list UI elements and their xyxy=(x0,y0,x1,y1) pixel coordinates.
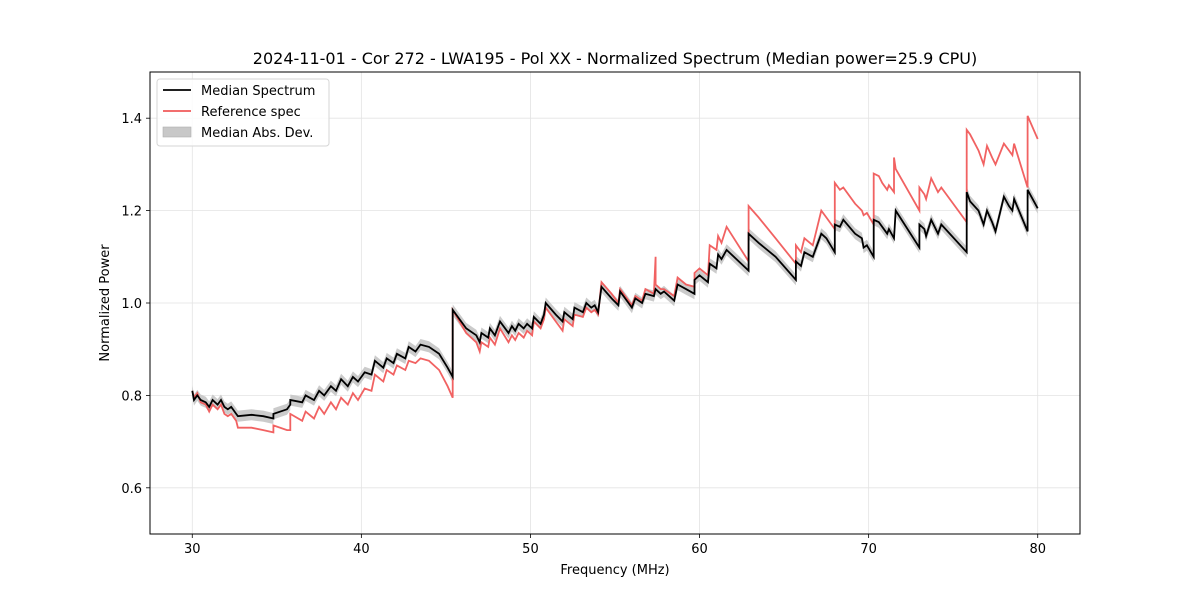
chart-title: 2024-11-01 - Cor 272 - LWA195 - Pol XX -… xyxy=(253,49,977,68)
median-spectrum-line xyxy=(191,189,1039,420)
mad-band xyxy=(192,184,1038,424)
y-tick-label: 1.0 xyxy=(121,297,142,312)
y-tick-label: 1.2 xyxy=(121,205,142,220)
legend-mad-swatch xyxy=(162,126,192,138)
x-axis: 30 40 50 60 70 80 xyxy=(184,534,1046,557)
legend-reference-label: Reference spec xyxy=(201,105,301,120)
y-axis: 0.6 0.8 1.0 1.2 1.4 xyxy=(121,112,150,497)
x-tick-label: 30 xyxy=(184,542,201,557)
legend-median-label: Median Spectrum xyxy=(201,84,315,99)
x-tick-label: 40 xyxy=(353,542,370,557)
x-tick-label: 60 xyxy=(691,542,708,557)
y-tick-label: 1.4 xyxy=(121,112,142,127)
x-tick-label: 70 xyxy=(860,542,877,557)
legend-mad-label: Median Abs. Dev. xyxy=(201,126,313,141)
x-tick-label: 50 xyxy=(522,542,539,557)
x-axis-label: Frequency (MHz) xyxy=(560,563,669,578)
y-tick-label: 0.8 xyxy=(121,389,142,404)
y-axis-label: Normalized Power xyxy=(98,244,113,362)
y-tick-label: 0.6 xyxy=(121,482,142,497)
plot-area xyxy=(191,115,1039,434)
x-tick-label: 80 xyxy=(1029,542,1046,557)
reference-spectrum-line xyxy=(191,115,1039,434)
legend: Median Spectrum Reference spec Median Ab… xyxy=(156,78,330,147)
legend-frame xyxy=(156,78,330,147)
